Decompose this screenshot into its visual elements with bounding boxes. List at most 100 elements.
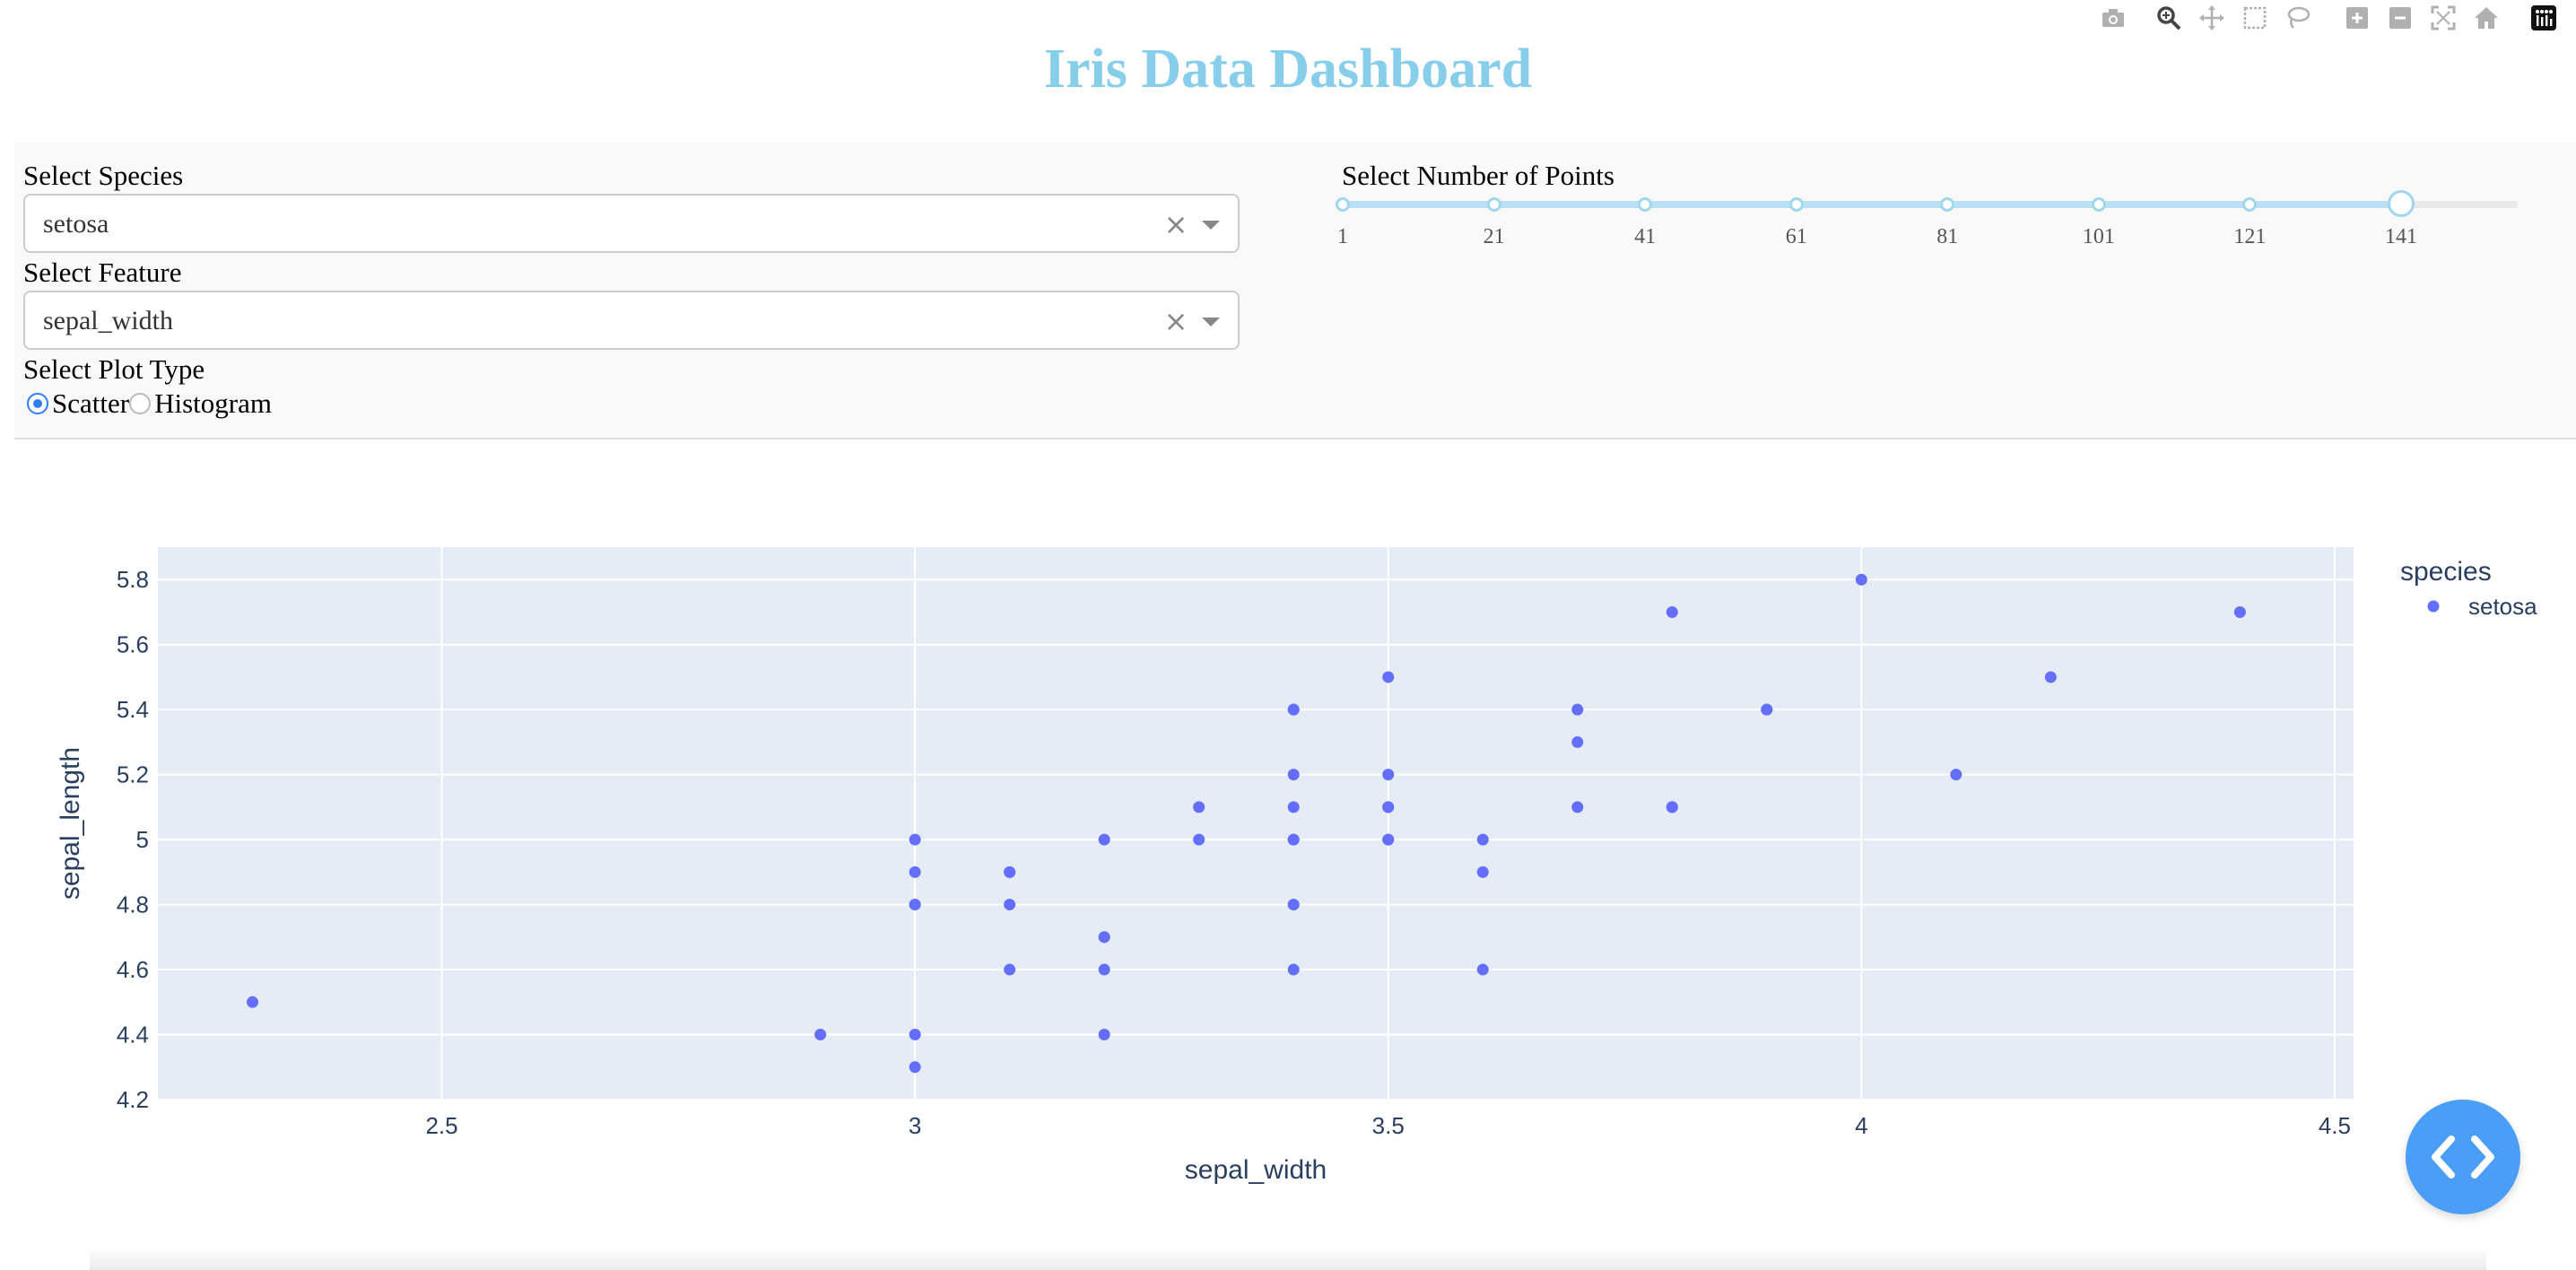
y-tick-label: 4.8 — [117, 892, 149, 918]
x-tick-label: 4.5 — [2319, 1112, 2351, 1139]
slider-mark-dot[interactable] — [2242, 197, 2258, 212]
data-point — [1571, 801, 1584, 813]
autoscale-icon[interactable] — [2425, 0, 2461, 36]
data-point — [1382, 671, 1395, 683]
data-point — [1571, 703, 1584, 716]
plot-type-option-scatter[interactable]: Scatter — [27, 387, 129, 420]
data-point — [909, 1029, 921, 1041]
box-select-icon[interactable] — [2237, 0, 2273, 36]
slider-mark-dot[interactable] — [1336, 197, 1350, 212]
species-value: setosa — [43, 209, 109, 239]
y-tick-label: 4.6 — [117, 956, 149, 983]
data-point — [1476, 963, 1489, 976]
x-axis-title: sepal_width — [1185, 1155, 1327, 1185]
pan-icon[interactable] — [2194, 0, 2230, 36]
slider-mark-label: 61 — [1785, 225, 1807, 248]
lasso-select-icon[interactable] — [2280, 0, 2316, 36]
data-point — [1287, 703, 1300, 716]
code-icon — [2432, 1135, 2494, 1179]
data-point — [1476, 833, 1489, 846]
data-point — [909, 833, 921, 846]
plotly-logo-icon[interactable] — [2526, 0, 2562, 36]
feature-value: sepal_width — [43, 306, 173, 335]
y-tick-label: 4.2 — [117, 1086, 149, 1113]
data-point — [1382, 833, 1395, 846]
slider-track — [1343, 201, 2401, 208]
slider-mark-label: 121 — [2233, 225, 2267, 248]
clear-icon[interactable]: × — [1163, 207, 1188, 241]
data-point — [1950, 769, 1962, 781]
data-point — [1761, 703, 1773, 716]
data-point — [1098, 931, 1110, 944]
data-point — [1287, 769, 1300, 781]
feature-dropdown[interactable]: sepal_width × — [23, 291, 1240, 350]
data-point — [1666, 801, 1678, 813]
slider-mark-dot[interactable] — [1486, 197, 1501, 212]
clear-icon[interactable]: × — [1163, 304, 1188, 338]
slider-mark-label: 41 — [1634, 225, 1657, 248]
data-point — [1193, 833, 1205, 846]
y-tick-label: 5.4 — [117, 696, 149, 723]
zoom-icon[interactable] — [2151, 0, 2187, 36]
data-point — [2044, 671, 2057, 683]
data-point — [909, 1061, 921, 1074]
data-point — [1382, 801, 1395, 813]
slider-mark-dot[interactable] — [2091, 197, 2106, 212]
scatter-plot[interactable]: 4.2 4.4 4.6 4.8 5 5.2 5.4 5.6 5.8 2.5 3 3.5 4 4.5 sepa… — [0, 484, 2576, 1202]
feature-label: Select Feature — [23, 257, 182, 288]
zoom-out-icon[interactable] — [2382, 0, 2418, 36]
data-point — [1004, 866, 1016, 878]
data-point — [1193, 801, 1205, 813]
slider-mark-dot[interactable] — [1638, 197, 1653, 212]
legend-marker — [2427, 600, 2440, 613]
slider-mark-dot[interactable] — [1940, 197, 1955, 212]
y-tick-label: 5 — [136, 826, 149, 853]
radio-label-histogram: Histogram — [154, 387, 272, 419]
plot-type-radio-group: Scatter Histogram — [27, 387, 272, 420]
x-tick-label: 2.5 — [425, 1112, 457, 1139]
points-label: Select Number of Points — [1342, 160, 1614, 191]
data-point — [814, 1029, 827, 1041]
camera-icon[interactable] — [2095, 0, 2131, 36]
data-point — [909, 866, 921, 878]
zoom-in-icon[interactable] — [2339, 0, 2375, 36]
radio-scatter[interactable] — [27, 393, 48, 414]
controls-panel: Select Species setosa × Select Feature s… — [14, 142, 2576, 439]
legend-title: species — [2400, 557, 2492, 587]
chevron-down-icon[interactable] — [1202, 221, 1220, 230]
x-tick-label: 4 — [1855, 1112, 1867, 1139]
data-point — [1287, 833, 1300, 846]
dashboard-title: Iris Data Dashboard — [1043, 39, 1533, 100]
chevron-down-icon[interactable] — [1202, 318, 1220, 326]
species-dropdown[interactable]: setosa × — [23, 194, 1240, 253]
reset-axes-icon[interactable] — [2468, 0, 2504, 36]
data-point — [1098, 833, 1110, 846]
y-tick-label: 4.4 — [117, 1022, 149, 1048]
y-axis-title: sepal_length — [56, 747, 85, 900]
species-label: Select Species — [23, 160, 184, 191]
legend-item-setosa: setosa — [2468, 593, 2537, 620]
data-point — [1098, 963, 1110, 976]
data-point — [1004, 963, 1016, 976]
data-point — [1287, 801, 1300, 813]
data-point — [1855, 573, 1867, 586]
x-tick-label: 3.5 — [1372, 1112, 1405, 1139]
plot-type-label: Select Plot Type — [23, 353, 205, 385]
data-point — [1476, 866, 1489, 878]
data-point — [247, 996, 259, 1008]
radio-label-scatter: Scatter — [52, 387, 130, 419]
radio-histogram[interactable] — [129, 393, 152, 414]
data-point — [909, 899, 921, 911]
slider-mark-label: 101 — [2082, 225, 2115, 248]
data-point — [1287, 899, 1300, 911]
plot-type-option-histogram[interactable]: Histogram — [129, 387, 272, 420]
plot-area — [158, 547, 2354, 1100]
slider-mark-dot[interactable] — [1788, 197, 1804, 212]
points-slider[interactable]: 1 21 41 61 81 101 121 141 — [1336, 190, 2527, 251]
code-toggle-button[interactable] — [2406, 1100, 2520, 1214]
data-point — [1382, 769, 1395, 781]
slider-mark-label: 81 — [1936, 225, 1959, 248]
slider-handle[interactable] — [2388, 190, 2415, 217]
y-tick-label: 5.8 — [117, 566, 149, 593]
y-tick-label: 5.6 — [117, 631, 149, 658]
